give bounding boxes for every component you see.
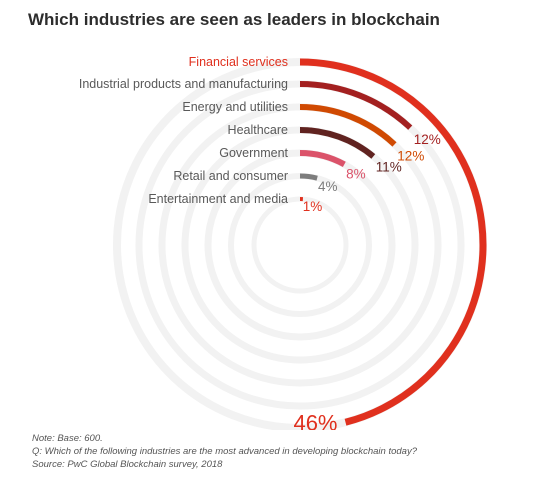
category-label-7: Entertainment and media <box>148 192 288 206</box>
bar-2 <box>299 81 413 130</box>
note-source: Source: PwC Global Blockchain survey, 20… <box>32 459 223 470</box>
bar-5 <box>299 150 346 168</box>
track-ring <box>251 196 349 294</box>
bar-4 <box>299 127 376 159</box>
category-label-5: Government <box>219 146 288 160</box>
chart-notes: Note: Base: 600. Q: Which of the followi… <box>32 432 417 471</box>
value-label-1: 46% <box>293 410 337 430</box>
value-label-5: 8% <box>346 166 366 181</box>
bar-6 <box>299 173 318 181</box>
category-label-1: Financial services <box>189 55 288 69</box>
radial-bar-chart: Financial services 46% Industrial products… <box>79 55 487 430</box>
category-label-3: Energy and utilities <box>182 100 288 114</box>
category-label-2: Industrial products and manufacturing <box>79 77 288 91</box>
value-label-2: 12% <box>414 132 441 147</box>
value-label-4: 11% <box>376 160 402 175</box>
note-base: Note: Base: 600. <box>32 433 103 444</box>
value-label-7: 1% <box>303 199 323 214</box>
value-label-3: 12% <box>397 148 424 163</box>
bar-1 <box>299 58 487 426</box>
bar-3 <box>299 104 397 147</box>
category-label-6: Retail and consumer <box>173 169 288 183</box>
value-label-6: 4% <box>318 179 338 194</box>
note-question: Q: Which of the following industries are… <box>32 446 417 457</box>
category-label-4: Healthcare <box>228 123 288 137</box>
chart-title: Which industries are seen as leaders in … <box>28 10 440 29</box>
